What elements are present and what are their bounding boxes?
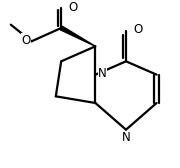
Text: O: O bbox=[21, 34, 31, 47]
Text: N: N bbox=[122, 131, 130, 144]
Polygon shape bbox=[60, 26, 95, 46]
Text: O: O bbox=[68, 2, 78, 14]
Text: N: N bbox=[98, 67, 107, 80]
Text: O: O bbox=[133, 23, 142, 36]
